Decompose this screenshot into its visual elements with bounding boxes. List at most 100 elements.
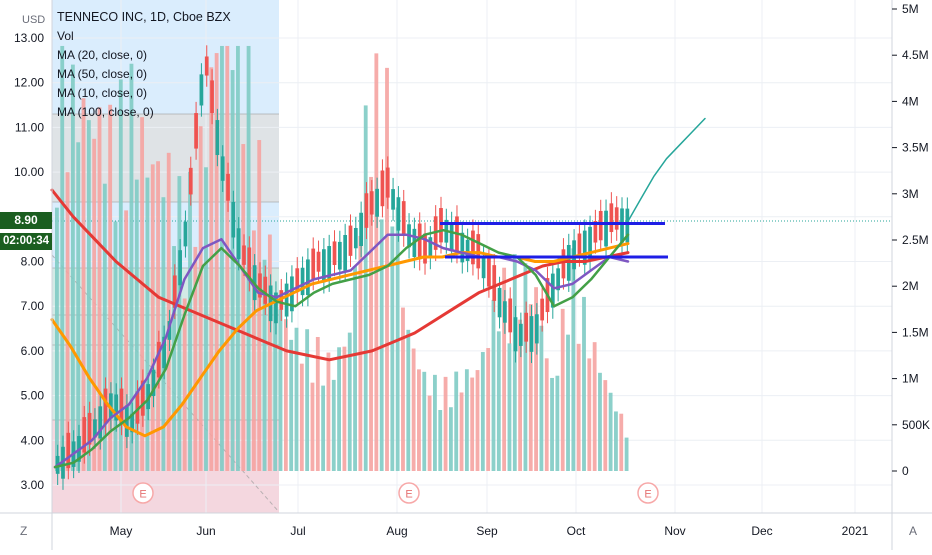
candle-body xyxy=(524,312,529,342)
volume-bar xyxy=(587,358,592,471)
volume-bar xyxy=(156,161,160,471)
candle-body xyxy=(316,251,321,272)
volume-bar xyxy=(390,226,395,471)
volume-bar xyxy=(480,352,485,471)
candle-body xyxy=(604,210,608,247)
candle-body xyxy=(263,276,268,304)
candle-body xyxy=(295,268,300,293)
candle-body xyxy=(284,283,289,317)
candle-body xyxy=(503,301,507,323)
volume-bar xyxy=(582,296,586,471)
candle-body xyxy=(231,201,236,238)
candle-body xyxy=(98,406,103,439)
candle-body xyxy=(508,298,513,333)
volume-tick-label: 0 xyxy=(902,464,909,478)
currency-label: USD xyxy=(22,14,46,26)
volume-bar xyxy=(161,197,166,471)
time-tick-label: May xyxy=(110,524,133,538)
volume-bar xyxy=(225,45,230,472)
candle-body xyxy=(306,259,310,296)
volume-bar xyxy=(305,329,310,471)
candle-body xyxy=(114,394,119,421)
volume-bar xyxy=(592,342,597,471)
candle-body xyxy=(348,225,353,256)
candle-body xyxy=(572,240,576,270)
volume-bar xyxy=(81,98,86,472)
volume-bar xyxy=(539,325,544,471)
candle-body xyxy=(220,156,225,181)
volume-bar xyxy=(331,379,336,471)
volume-bar xyxy=(65,172,70,471)
candle-body xyxy=(119,388,124,425)
volume-bar xyxy=(619,413,624,471)
price-tick-label: 13.00 xyxy=(14,31,44,45)
volume-bar xyxy=(209,67,214,471)
volume-tick-label: 1.5M xyxy=(902,325,929,339)
price-tick-label: 4.00 xyxy=(21,433,45,447)
volume-bar xyxy=(321,385,326,471)
volume-bar xyxy=(603,380,608,471)
candle-body xyxy=(183,221,188,247)
candle-body xyxy=(167,321,172,340)
volume-bar xyxy=(608,392,613,471)
volume-bar xyxy=(177,176,182,471)
candle-body xyxy=(439,208,443,243)
earnings-marker-label: E xyxy=(644,489,651,501)
current-price-tag: 8.90 xyxy=(0,212,52,229)
volume-bar xyxy=(188,171,192,471)
candle-body xyxy=(417,223,422,260)
volume-bar xyxy=(433,374,437,471)
volume-bar xyxy=(528,304,533,471)
volume-bar xyxy=(448,407,453,471)
candle-body xyxy=(332,241,337,265)
earnings-marker-1 xyxy=(132,482,154,504)
candle-body xyxy=(556,268,560,291)
volume-bar xyxy=(55,207,59,471)
candle-body xyxy=(353,227,358,249)
candle-body xyxy=(199,74,204,106)
volume-tick-label: 1M xyxy=(902,372,919,386)
auto-scale-button[interactable]: A xyxy=(909,524,918,538)
volume-bar xyxy=(299,363,304,471)
volume-bar xyxy=(459,392,464,471)
candle-body xyxy=(375,188,379,217)
volume-bar xyxy=(124,210,129,471)
volume-bar xyxy=(193,246,198,471)
volume-bar xyxy=(230,70,235,472)
volume-bar xyxy=(560,308,565,471)
volume-bar xyxy=(571,248,576,471)
volume-bar xyxy=(534,287,538,471)
volume-tick-label: 3.5M xyxy=(902,141,929,155)
time-tick-label: Oct xyxy=(567,524,586,538)
projection-line xyxy=(627,117,706,223)
candle-body xyxy=(518,323,523,346)
earnings-marker-label: E xyxy=(405,489,412,501)
candle-body xyxy=(550,273,555,308)
volume-bar xyxy=(385,67,389,472)
timezone-button[interactable]: Z xyxy=(20,524,28,538)
volume-bar xyxy=(470,377,475,471)
price-tick-label: 11.00 xyxy=(15,120,44,134)
volume-bar xyxy=(140,117,145,471)
candle-body xyxy=(204,56,209,76)
candle-body xyxy=(391,189,395,210)
candle-body xyxy=(140,380,145,416)
volume-bar xyxy=(145,177,150,471)
candle-body xyxy=(396,197,401,231)
candle-body xyxy=(178,250,182,286)
volume-bar xyxy=(486,348,491,471)
candle-body xyxy=(460,232,465,263)
candle-body xyxy=(247,247,252,281)
candle-body xyxy=(82,417,87,453)
volume-bar xyxy=(507,343,512,471)
volume-bar xyxy=(566,334,570,471)
candle-body xyxy=(380,170,385,207)
candle-body xyxy=(465,239,470,261)
volume-tick-label: 4M xyxy=(902,94,919,108)
price-tick-label: 12.00 xyxy=(14,76,44,90)
volume-bar xyxy=(273,304,278,471)
volume-bar xyxy=(113,221,118,471)
candle-body xyxy=(423,233,427,264)
